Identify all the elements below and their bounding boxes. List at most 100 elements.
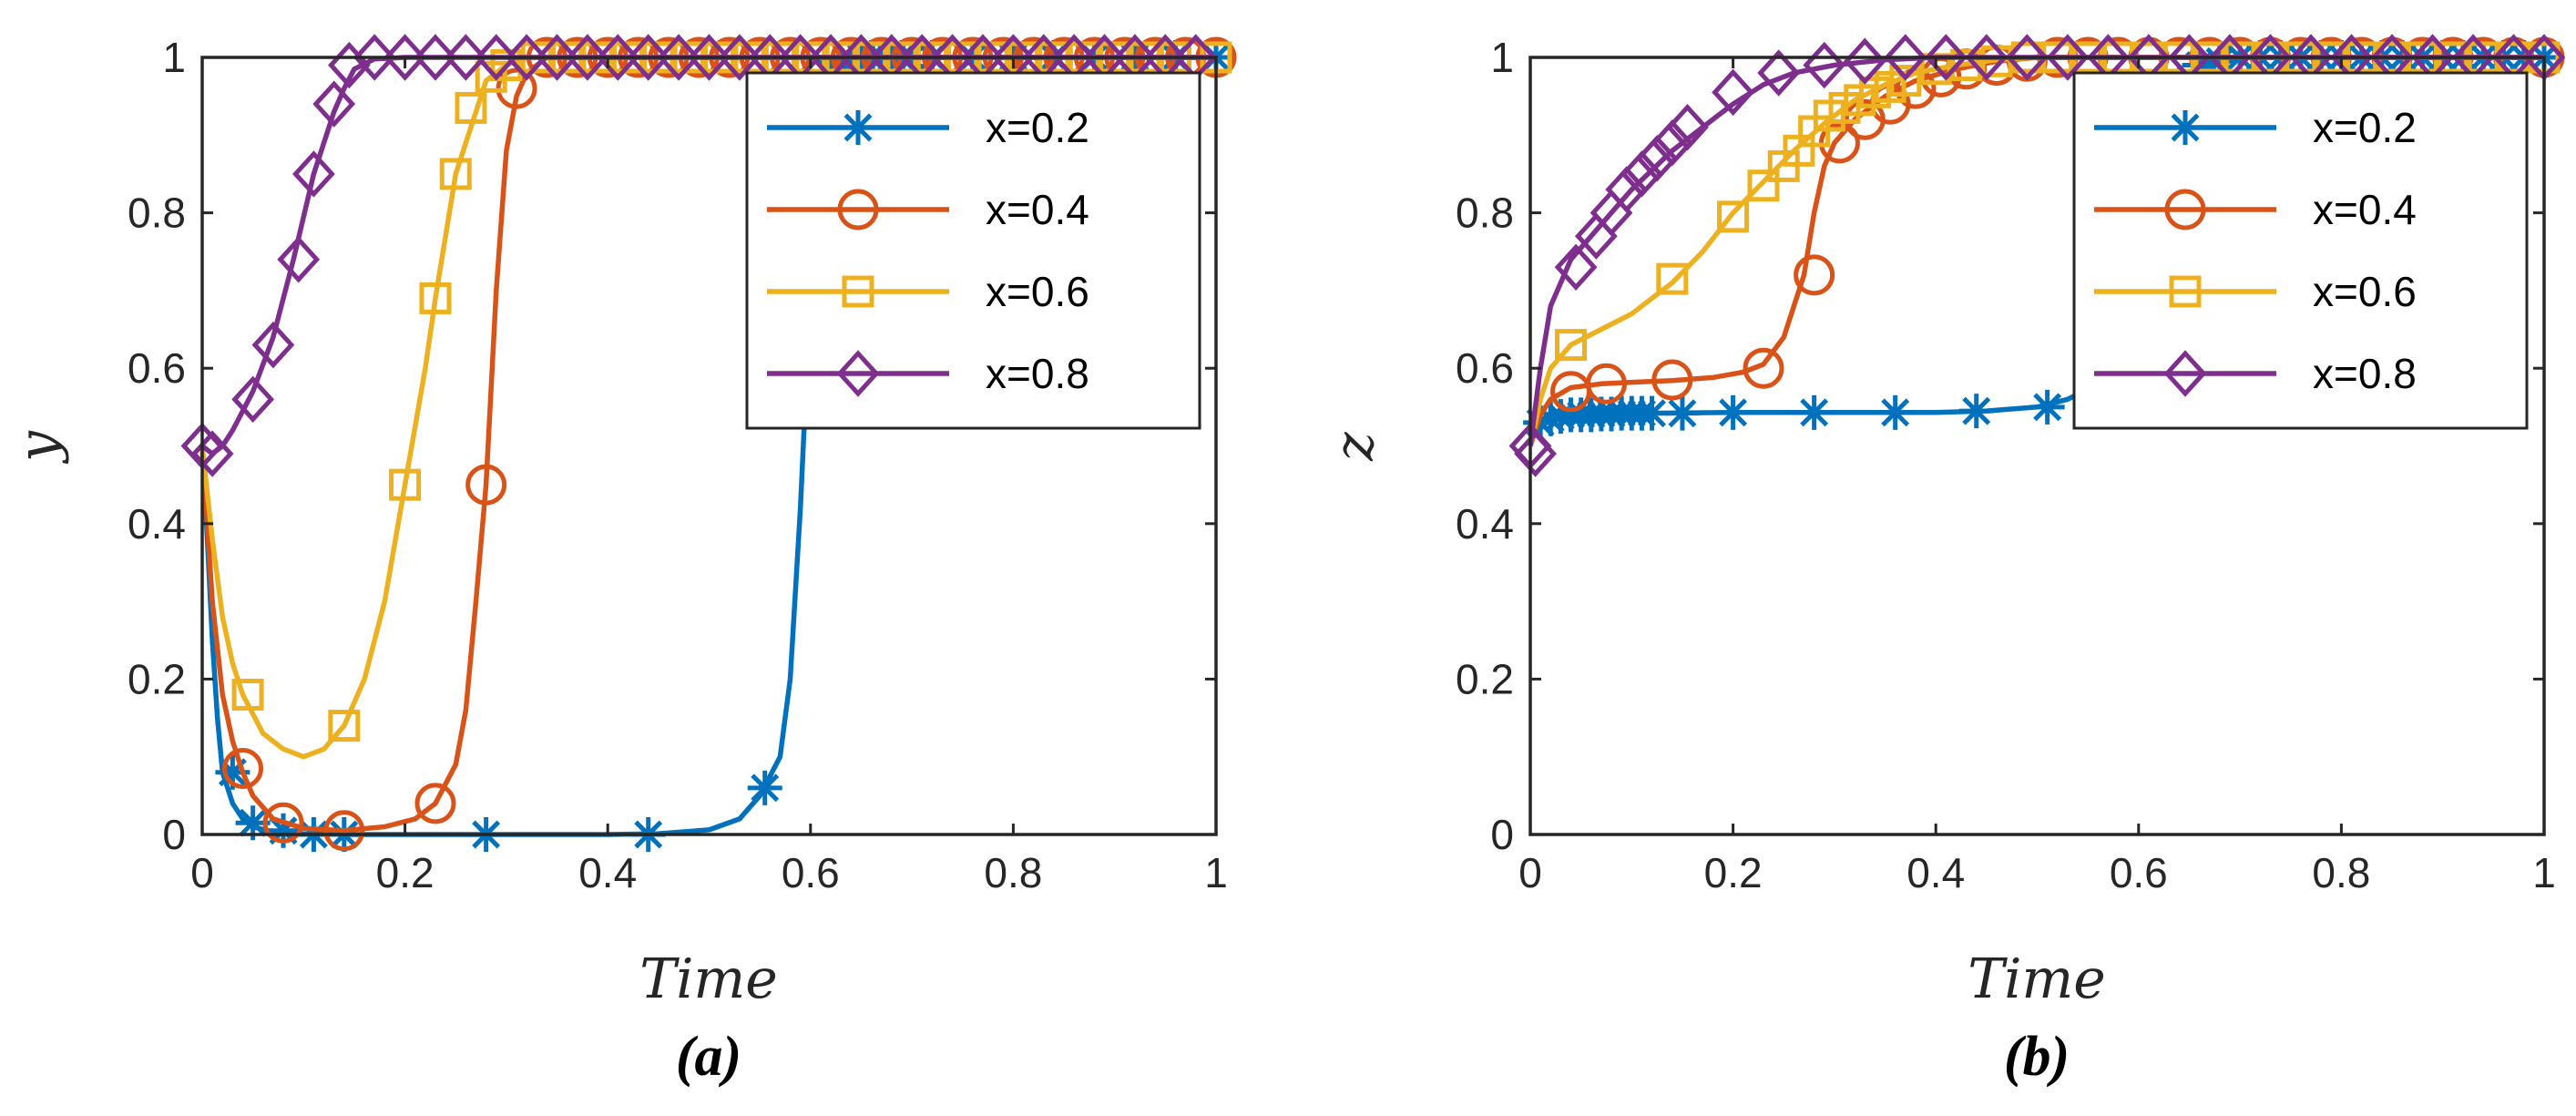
- data-point: [1620, 150, 1663, 198]
- legend-label: x=0.6: [2313, 268, 2417, 315]
- data-point: [1555, 329, 1588, 362]
- data-point: [445, 34, 487, 81]
- legend-box: [745, 71, 1201, 430]
- x-axis-label: Time: [1968, 947, 2106, 1011]
- data-point: [657, 34, 700, 81]
- data-point: [1635, 135, 1679, 182]
- data-point: [266, 813, 302, 848]
- y-tick-label: 0.2: [1456, 655, 1514, 702]
- data-point: [718, 34, 762, 81]
- legend-item: x=0.4: [2094, 186, 2417, 233]
- series-line: [1528, 55, 2544, 447]
- data-point: [251, 321, 295, 369]
- data-point: [231, 678, 264, 711]
- data-point: [1965, 34, 2009, 81]
- legend-item: x=0.6: [2094, 268, 2417, 315]
- x-tick-label: 0.6: [2110, 849, 2168, 896]
- data-point: [1656, 262, 1689, 295]
- subplot-label: (a): [676, 1026, 741, 1088]
- y-tick-label: 0.6: [128, 344, 186, 392]
- legend-marker: [836, 350, 880, 397]
- data-point: [2202, 44, 2237, 79]
- legend-marker: [841, 110, 875, 145]
- data-point: [475, 34, 518, 81]
- legend-label: x=0.8: [2313, 350, 2417, 397]
- data-point: [2029, 389, 2065, 425]
- data-point: [566, 34, 609, 81]
- legend-box: [2072, 71, 2529, 430]
- data-point: [1950, 49, 1983, 82]
- data-point: [2046, 34, 2090, 81]
- data-point: [1715, 394, 1751, 430]
- subplot-label: (b): [2004, 1026, 2070, 1088]
- x-axis-label: Time: [639, 947, 778, 1011]
- x-tick-label: 0: [1518, 849, 1542, 896]
- y-tick-label: 0.4: [128, 500, 186, 548]
- panel-a: 0 0.2 0.4 0.6 0.8 1 0 0.2 0.4 0.6 0.8 1 Time y (a) x=0.…: [6, 34, 1237, 1088]
- data-point: [389, 468, 422, 501]
- data-point: [1796, 394, 1832, 430]
- x-tick-label: 0.2: [1704, 849, 1763, 896]
- data-point: [353, 34, 396, 81]
- legend: x=0.2 x=0.4 x=0.6 x=0.8: [2072, 71, 2529, 430]
- legend-label: x=0.4: [986, 186, 1089, 233]
- data-point: [1757, 49, 1801, 97]
- data-point: [465, 464, 507, 506]
- y-tick-label: 0.8: [1456, 189, 1514, 237]
- data-point: [1884, 34, 1927, 81]
- y-tick-label: 0.8: [128, 189, 186, 237]
- data-point: [439, 158, 472, 190]
- panel-b: 0 0.2 0.4 0.6 0.8 1 0 0.2 0.4 0.6 0.8 1 Time z (b) x=0.…: [1323, 34, 2566, 1088]
- data-point: [1712, 68, 1754, 117]
- data-point: [1794, 254, 1835, 296]
- data-point: [1651, 359, 1693, 401]
- legend-marker: [2169, 275, 2202, 308]
- data-point: [747, 770, 782, 805]
- axes-box: [1528, 56, 2546, 836]
- data-point: [455, 91, 487, 124]
- data-point: [1666, 104, 1709, 151]
- data-point: [1877, 394, 1913, 430]
- data-point: [277, 236, 321, 283]
- x-tick-label: 0.2: [376, 849, 434, 896]
- data-point: [1743, 347, 1784, 389]
- y-tick-label: 1: [1490, 34, 1514, 81]
- data-point: [323, 810, 365, 852]
- data-point: [235, 805, 271, 841]
- x-tick-label: 0.6: [782, 849, 840, 896]
- y-tick-label: 0.6: [1456, 344, 1514, 392]
- data-point: [1554, 243, 1598, 292]
- series-line: [1528, 55, 2544, 447]
- data-point: [833, 44, 869, 79]
- legend-marker: [2163, 350, 2207, 397]
- data-point: [383, 34, 426, 81]
- data-point: [419, 282, 452, 314]
- data-point: [1895, 67, 1937, 109]
- x-tick-label: 1: [2532, 849, 2556, 896]
- axes-box: [200, 56, 1218, 836]
- legend-label: x=0.4: [2313, 186, 2417, 233]
- data-point: [1533, 401, 1569, 436]
- data-point: [627, 34, 670, 81]
- legend-label: x=0.2: [986, 104, 1089, 151]
- data-point: [262, 802, 304, 844]
- legend-item: x=0.2: [767, 104, 1089, 151]
- x-tick-label: 0.4: [578, 849, 637, 896]
- y-axis-label: z: [1323, 432, 1386, 462]
- x-tick-label: 0.8: [984, 849, 1042, 896]
- y-tick-label: 0: [162, 811, 186, 858]
- data-point: [414, 34, 457, 81]
- legend-marker: [837, 189, 879, 230]
- legend-item: x=0.4: [767, 186, 1089, 233]
- data-point: [231, 375, 275, 424]
- legend-item: x=0.2: [2094, 104, 2417, 151]
- data-point: [1958, 394, 1994, 429]
- data-point: [1651, 119, 1694, 167]
- data-point: [596, 34, 639, 81]
- data-point: [215, 754, 250, 790]
- data-point: [414, 783, 456, 824]
- legend-item: x=0.8: [2094, 350, 2417, 397]
- data-point: [1717, 200, 1750, 233]
- x-tick-label: 1: [1204, 849, 1228, 896]
- data-point: [1664, 395, 1700, 431]
